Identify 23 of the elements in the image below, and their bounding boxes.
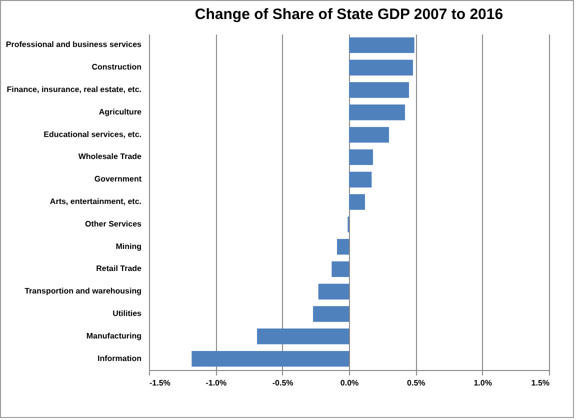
- y-tick-label: Mining: [116, 242, 142, 251]
- x-tick-label: 1.0%: [474, 378, 492, 388]
- x-tick-label: 1.5%: [531, 378, 550, 388]
- y-tick-label: Other Services: [85, 219, 142, 228]
- y-tick-label: Finance, insurance, real estate, etc.: [6, 85, 142, 94]
- x-tick-label: 0.5%: [407, 378, 426, 388]
- x-tick-label: -1.5%: [150, 378, 170, 388]
- y-tick-label: Manufacturing: [86, 331, 142, 340]
- y-tick-label: Retail Trade: [96, 264, 142, 274]
- y-tick-label: Utilities: [112, 309, 142, 318]
- y-tick-label: Educational services, etc.: [44, 130, 142, 139]
- y-tick-label: Wholesale Trade: [78, 152, 142, 162]
- y-tick-label: Information: [98, 354, 142, 363]
- chart-title: Change of Share of State GDP 2007 to 2016: [194, 6, 504, 23]
- y-tick-label: Arts, entertainment, etc.: [50, 197, 142, 206]
- x-tick-label: -0.5%: [272, 378, 294, 388]
- y-tick-label: Professional and business services: [6, 40, 142, 50]
- y-tick-label: Agriculture: [98, 107, 142, 116]
- x-tick-label: 0.0%: [340, 378, 359, 388]
- y-tick-label: Construction: [92, 62, 142, 72]
- y-tick-label: Transportion and warehousing: [24, 286, 142, 296]
- y-tick-label: Government: [94, 174, 142, 184]
- x-tick-label: -1.0%: [206, 378, 227, 388]
